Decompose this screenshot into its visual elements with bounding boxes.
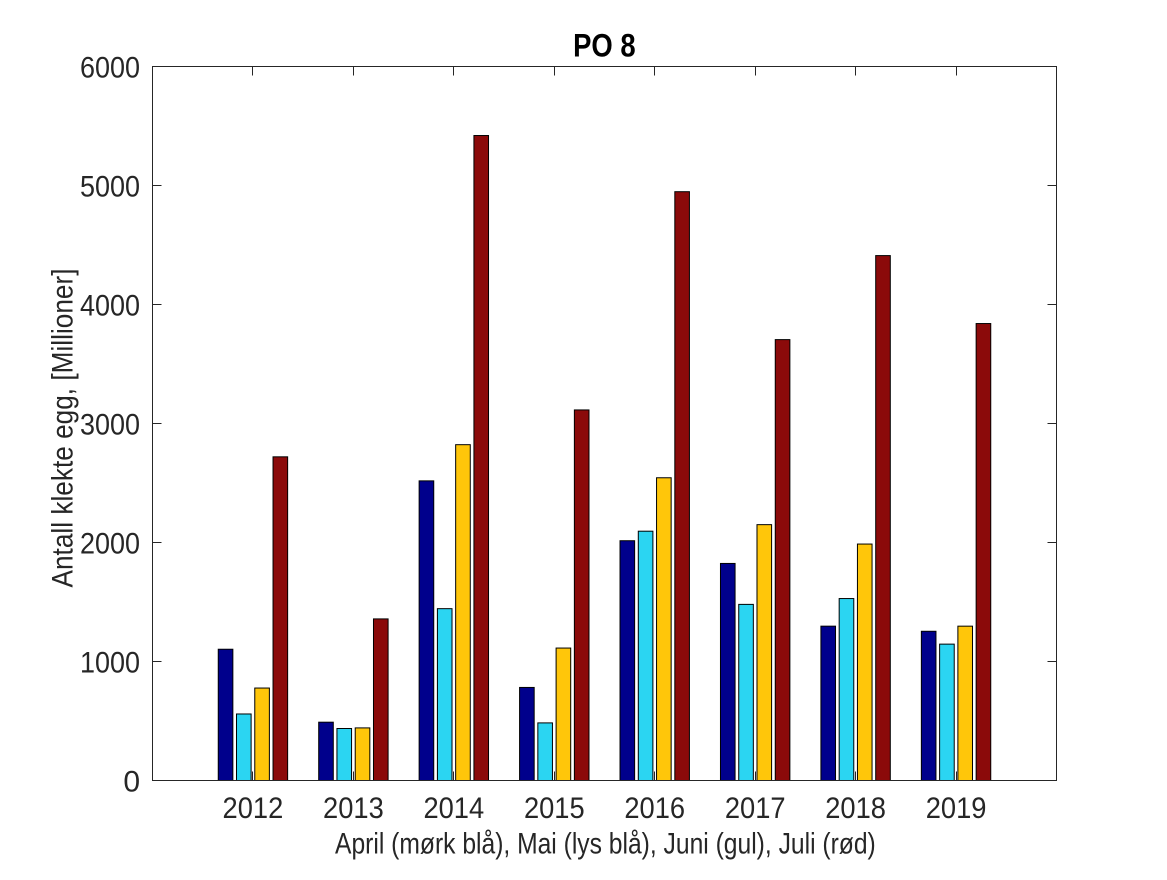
svg-text:2014: 2014 bbox=[423, 792, 484, 825]
svg-text:Antall klekte egg, [Millioner]: Antall klekte egg, [Millioner] bbox=[47, 269, 80, 588]
svg-text:2015: 2015 bbox=[524, 792, 585, 825]
svg-text:2017: 2017 bbox=[725, 792, 786, 825]
svg-text:1000: 1000 bbox=[80, 646, 140, 679]
svg-text:6000: 6000 bbox=[80, 51, 140, 84]
svg-text:PO 8: PO 8 bbox=[573, 28, 636, 64]
svg-text:2016: 2016 bbox=[624, 792, 685, 825]
svg-text:5000: 5000 bbox=[80, 170, 140, 203]
svg-text:2018: 2018 bbox=[825, 792, 886, 825]
svg-text:April (mørk blå), Mai (lys blå: April (mørk blå), Mai (lys blå), Juni (g… bbox=[335, 828, 876, 861]
svg-text:4000: 4000 bbox=[80, 289, 140, 322]
svg-text:0: 0 bbox=[123, 765, 140, 798]
svg-text:2000: 2000 bbox=[80, 527, 140, 560]
svg-text:3000: 3000 bbox=[80, 408, 140, 441]
svg-text:2012: 2012 bbox=[223, 792, 284, 825]
svg-text:2019: 2019 bbox=[926, 792, 987, 825]
svg-text:2013: 2013 bbox=[323, 792, 384, 825]
